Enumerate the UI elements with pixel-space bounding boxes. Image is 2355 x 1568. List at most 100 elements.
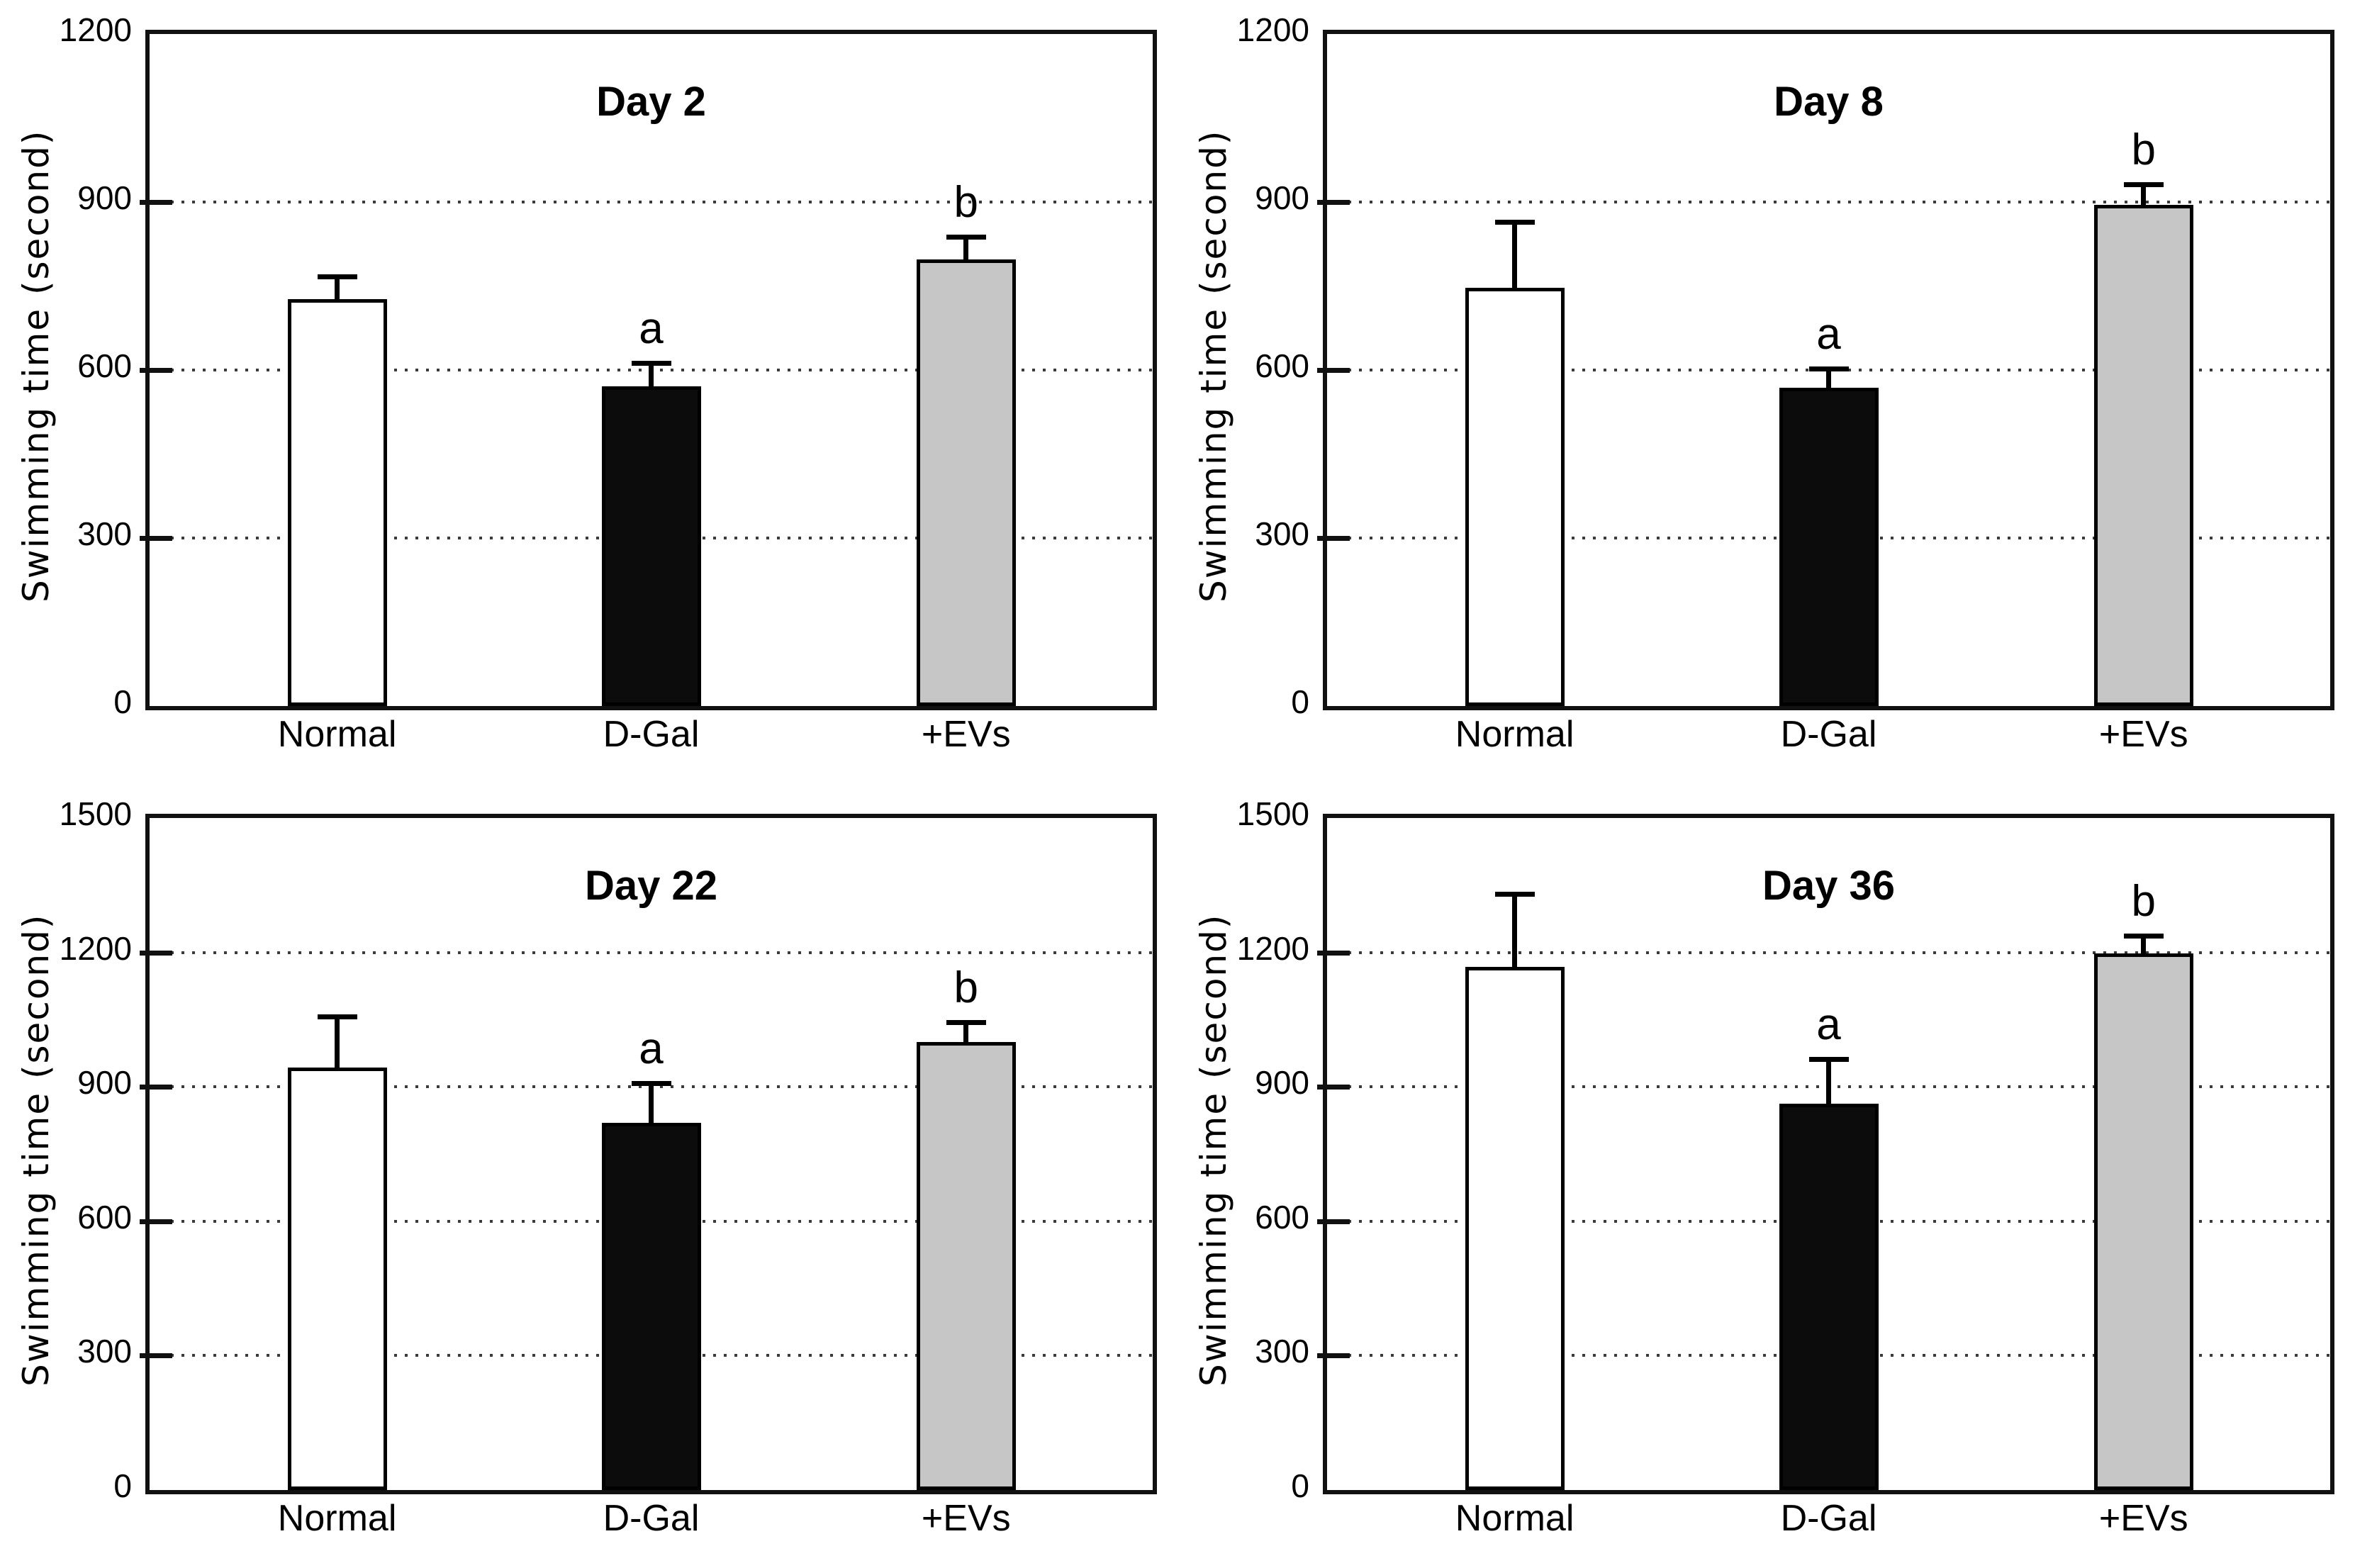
x-axis-labels: Normal D-Gal +EVs — [1327, 712, 2330, 768]
sig-letter: b — [2131, 877, 2157, 926]
error-bar-cap — [1494, 892, 1535, 897]
sig-letter: a — [639, 1024, 664, 1073]
y-tick-mark — [1317, 200, 1350, 205]
error-bar-stem — [335, 1014, 340, 1068]
plot-area: Day 8 a b — [1317, 30, 2334, 710]
y-tick-mark — [140, 200, 172, 205]
error-bar-stem — [649, 360, 654, 386]
gridline — [150, 201, 1153, 203]
error-bar-stem — [963, 234, 969, 259]
bar-normal — [1465, 287, 1565, 706]
error-bar-cap — [631, 1080, 671, 1086]
y-tick-label: 900 — [1255, 179, 1309, 216]
y-tick-label: 300 — [1255, 1333, 1309, 1370]
bar-dgal — [1779, 1103, 1879, 1490]
error-bar-cap — [1494, 219, 1535, 225]
bar-evs — [916, 259, 1016, 706]
bar-normal — [287, 298, 387, 706]
error-bar-cap — [946, 1020, 986, 1026]
sig-letter: a — [1816, 999, 1841, 1049]
y-axis-tick-labels: 0 300 600 900 1200 — [0, 11, 132, 720]
bar-dgal — [1779, 387, 1879, 706]
y-tick-mark — [140, 1085, 172, 1090]
category-label-dgal: D-Gal — [1780, 714, 1877, 755]
chart-panel-day22: Swimming time (second) 0 300 600 900 1200 150… — [0, 784, 1178, 1568]
error-bar-stem — [963, 1020, 969, 1042]
bar-normal — [1465, 967, 1565, 1490]
sig-letter: a — [1816, 310, 1841, 359]
y-tick-mark — [1317, 368, 1350, 373]
error-bar-cap — [317, 274, 357, 279]
bar-evs — [916, 1042, 1016, 1490]
panel-title: Day 36 — [1762, 863, 1896, 909]
y-axis-tick-labels: 0 300 600 900 1200 — [1178, 11, 1309, 720]
error-bar-cap — [631, 360, 671, 366]
y-tick-mark — [140, 1353, 172, 1359]
bar-evs — [2093, 204, 2193, 706]
sig-letter: b — [953, 177, 979, 227]
y-tick-label: 600 — [1255, 1198, 1309, 1236]
category-label-dgal: D-Gal — [603, 714, 700, 755]
category-label-evs: +EVs — [2098, 1498, 2188, 1539]
plot-area: Day 2 a b — [140, 30, 1157, 710]
y-tick-label: 0 — [1291, 1467, 1309, 1504]
y-axis-tick-labels: 0 300 600 900 1200 1500 — [0, 795, 132, 1504]
y-tick-mark — [1317, 1353, 1350, 1359]
panel-title: Day 2 — [596, 79, 706, 125]
error-bar-stem — [2141, 934, 2147, 953]
bar-evs — [2093, 953, 2193, 1490]
y-tick-mark — [1317, 1219, 1350, 1224]
y-tick-mark — [1317, 1085, 1350, 1090]
panel-title: Day 8 — [1774, 79, 1884, 125]
error-bar-stem — [1826, 366, 1831, 388]
error-bar-cap — [2123, 182, 2164, 188]
y-tick-mark — [1317, 950, 1350, 956]
y-tick-label: 1500 — [59, 795, 132, 832]
error-bar-cap — [317, 1014, 357, 1019]
sig-letter: a — [639, 303, 664, 353]
x-axis-labels: Normal D-Gal +EVs — [150, 712, 1153, 768]
category-label-evs: +EVs — [921, 1498, 1011, 1539]
error-bar-stem — [649, 1081, 654, 1123]
error-bar-cap — [946, 234, 986, 240]
error-bar-stem — [1826, 1056, 1831, 1104]
error-bar-cap — [1808, 366, 1849, 372]
error-bar-stem — [335, 274, 340, 299]
y-tick-label: 900 — [1255, 1064, 1309, 1102]
bar-dgal — [601, 386, 701, 706]
error-bar-stem — [1512, 892, 1518, 968]
x-axis-labels: Normal D-Gal +EVs — [150, 1496, 1153, 1552]
gridline — [1327, 951, 2330, 954]
error-bar-cap — [1808, 1056, 1849, 1062]
error-bar-stem — [2141, 182, 2147, 205]
y-tick-mark — [140, 536, 172, 541]
y-tick-label: 1200 — [1236, 11, 1309, 48]
y-tick-label: 600 — [1255, 347, 1309, 384]
y-tick-mark — [140, 368, 172, 373]
y-tick-label: 1200 — [1236, 929, 1309, 967]
y-tick-label: 0 — [1291, 683, 1309, 720]
y-tick-mark — [140, 1219, 172, 1224]
category-label-normal: Normal — [277, 1498, 397, 1539]
category-label-evs: +EVs — [921, 714, 1011, 755]
y-tick-label: 600 — [77, 1198, 132, 1236]
y-tick-label: 600 — [77, 347, 132, 384]
chart-panel-day36: Swimming time (second) 0 300 600 900 1200 150… — [1178, 784, 2355, 1568]
error-bar-cap — [2123, 934, 2164, 939]
y-tick-label: 0 — [113, 683, 132, 720]
category-label-evs: +EVs — [2098, 714, 2188, 755]
category-label-normal: Normal — [277, 714, 397, 755]
plot-area: Day 22 a b — [140, 814, 1157, 1494]
bar-dgal — [601, 1122, 701, 1490]
sig-letter: b — [953, 963, 979, 1013]
chart-panel-day2: Swimming time (second) 0 300 600 900 1200 Da… — [0, 0, 1178, 784]
y-tick-label: 0 — [113, 1467, 132, 1504]
y-tick-label: 1200 — [59, 11, 132, 48]
y-tick-label: 1200 — [59, 929, 132, 967]
y-axis-tick-labels: 0 300 600 900 1200 1500 — [1178, 795, 1309, 1504]
category-label-normal: Normal — [1455, 714, 1574, 755]
y-tick-label: 300 — [77, 515, 132, 552]
panel-title: Day 22 — [584, 863, 718, 909]
sig-letter: b — [2131, 125, 2157, 175]
